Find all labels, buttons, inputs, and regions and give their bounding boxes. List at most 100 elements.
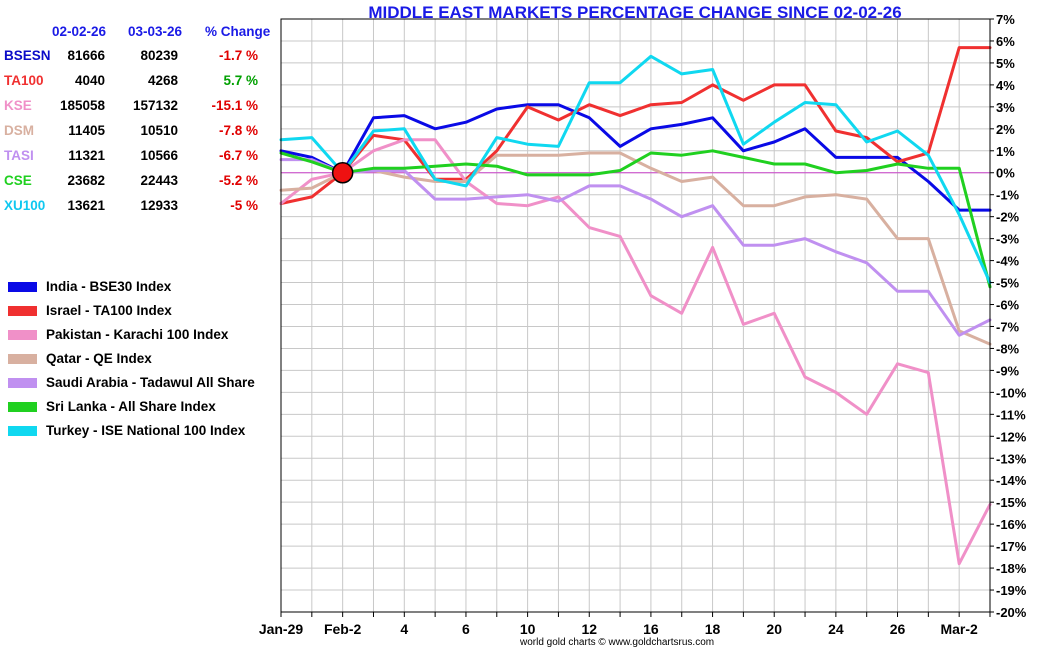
stats-value-end: 80239 <box>140 48 178 63</box>
y-tick-label: -4% <box>996 254 1020 269</box>
y-tick-label: 2% <box>996 122 1015 137</box>
stats-row: DSM 11405 10510 -7.8 % <box>0 123 285 141</box>
y-tick-label: 0% <box>996 166 1015 181</box>
series-line <box>279 151 992 346</box>
y-tick-label: -14% <box>996 473 1027 488</box>
origin-marker <box>331 161 354 184</box>
stats-symbol: CSE <box>4 173 32 188</box>
stats-value-end: 22443 <box>140 173 178 188</box>
x-tick-label: Mar-2 <box>940 621 978 637</box>
y-tick-label: -3% <box>996 232 1020 247</box>
y-tick-label: -17% <box>996 539 1027 554</box>
x-tick-label: 16 <box>643 621 659 637</box>
legend-label: Israel - TA100 Index <box>46 303 172 318</box>
origin-marker-group <box>331 161 354 184</box>
header-date-1: 02-02-26 <box>52 24 107 39</box>
stats-symbol: XU100 <box>4 198 46 213</box>
stats-value-start: 11405 <box>68 123 105 138</box>
x-tick-label: 6 <box>462 621 470 637</box>
legend-label: Sri Lanka - All Share Index <box>46 399 216 414</box>
stats-pct-change: -5.2 % <box>218 173 258 188</box>
stats-value-start: 23682 <box>67 173 105 188</box>
x-tick-label: 18 <box>705 621 721 637</box>
legend-label: Saudi Arabia - Tadawul All Share <box>46 375 255 390</box>
chart-series <box>279 46 992 566</box>
stats-value-start: 185058 <box>59 98 105 113</box>
y-tick-label: -9% <box>996 363 1020 378</box>
x-tick-label: Jan-29 <box>259 621 304 637</box>
legend-label: India - BSE30 Index <box>46 279 172 294</box>
y-tick-label: 7% <box>996 12 1015 27</box>
y-tick-label: -2% <box>996 210 1020 225</box>
x-tick-label: 12 <box>581 621 597 637</box>
series-line <box>279 54 992 285</box>
series-line <box>279 158 992 337</box>
y-tick-label: 4% <box>996 78 1015 93</box>
stats-value-start: 13621 <box>67 198 105 213</box>
y-tick-label: -5% <box>996 276 1020 291</box>
legend-item: Qatar - QE Index <box>6 350 286 368</box>
legend-item: India - BSE30 Index <box>6 278 286 296</box>
y-tick-label: -16% <box>996 517 1027 532</box>
x-tick-label: 20 <box>766 621 782 637</box>
stats-pct-change: -7.8 % <box>218 123 258 138</box>
stats-pct-change: -15.1 % <box>211 98 258 113</box>
stats-pct-change: 5.7 % <box>223 73 258 88</box>
y-tick-label: -8% <box>996 341 1020 356</box>
stats-value-end: 10566 <box>140 148 178 163</box>
y-tick-label: 5% <box>996 56 1015 71</box>
stats-pct-change: -5 % <box>230 198 258 213</box>
y-tick-label: -11% <box>996 407 1026 422</box>
stats-row: CSE 23682 22443 -5.2 % <box>0 173 285 191</box>
stats-value-end: 157132 <box>132 98 178 113</box>
y-tick-label: 1% <box>996 144 1015 159</box>
y-tick-label: -15% <box>996 495 1027 510</box>
stats-row: TA100 4040 4268 5.7 % <box>0 73 285 91</box>
x-tick-label: 26 <box>890 621 906 637</box>
stats-value-start: 4040 <box>74 73 105 88</box>
stats-symbol: TASI <box>4 148 34 163</box>
stats-value-start: 11321 <box>68 148 105 163</box>
chart-grid <box>280 18 991 613</box>
stats-symbol: KSE <box>4 98 32 113</box>
y-tick-label: 3% <box>996 100 1015 115</box>
chart-axes: 7% 6% 5% 4% 3% 2% 1% 0% -1% -2% -3% -4% -5% -6% -7% -8%… <box>259 12 1027 637</box>
series-line <box>279 138 992 566</box>
legend-label: Qatar - QE Index <box>46 351 152 366</box>
stats-value-start: 81666 <box>67 48 105 63</box>
x-tick-label: Feb-2 <box>324 621 362 637</box>
y-tick-label: -19% <box>996 583 1027 598</box>
legend-item: Saudi Arabia - Tadawul All Share <box>6 374 286 392</box>
y-tick-label: -13% <box>996 451 1027 466</box>
legend-swatch <box>8 354 37 364</box>
stats-symbol: TA100 <box>4 73 44 88</box>
legend-swatch <box>8 402 37 412</box>
legend-swatch <box>8 426 37 436</box>
chart-title: MIDDLE EAST MARKETS PERCENTAGE CHANGE SI… <box>368 3 902 22</box>
legend-swatch <box>8 306 37 316</box>
legend-label: Turkey - ISE National 100 Index <box>46 423 246 438</box>
y-tick-label: -18% <box>996 561 1027 576</box>
y-tick-label: -10% <box>996 385 1027 400</box>
plot-frame <box>280 18 991 613</box>
stats-row: XU100 13621 12933 -5 % <box>0 198 285 216</box>
series-line <box>279 103 992 212</box>
series-line <box>279 149 992 289</box>
legend-label: Pakistan - Karachi 100 Index <box>46 327 229 342</box>
stats-pct-change: -6.7 % <box>218 148 258 163</box>
stats-value-end: 12933 <box>140 198 178 213</box>
stats-row: BSESN 81666 80239 -1.7 % <box>0 48 285 66</box>
stats-symbol: DSM <box>4 123 34 138</box>
legend-item: Turkey - ISE National 100 Index <box>6 422 286 440</box>
y-tick-label: -7% <box>996 319 1020 334</box>
legend-swatch <box>8 378 37 388</box>
y-tick-label: -6% <box>996 298 1020 313</box>
stats-value-end: 4268 <box>147 73 178 88</box>
legend-item: Pakistan - Karachi 100 Index <box>6 326 286 344</box>
legend-item: Israel - TA100 Index <box>6 302 286 320</box>
y-tick-label: -20% <box>996 605 1027 620</box>
stats-value-end: 10510 <box>140 123 178 138</box>
header-pct-change: % Change <box>205 24 271 39</box>
legend-swatch <box>8 330 37 340</box>
